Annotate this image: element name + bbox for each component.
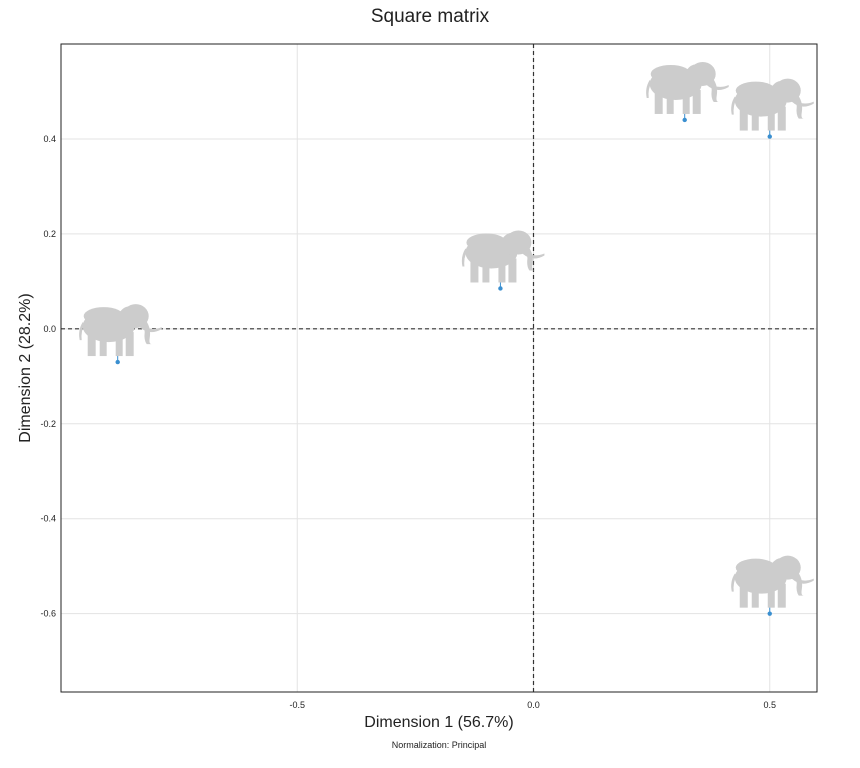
plot-frame [60, 43, 818, 693]
elephant-icon [731, 78, 814, 131]
y-tick-label: 0.0 [43, 324, 56, 334]
data-point [682, 117, 687, 123]
x-axis-label: Dimension 1 (56.7%) [364, 714, 514, 731]
data-point [498, 286, 503, 291]
elephant-icon [461, 230, 545, 283]
y-tick-label: -0.2 [40, 419, 56, 429]
y-tick-label: 0.2 [43, 229, 56, 239]
x-tick-label: 0.5 [763, 700, 776, 710]
data-point [767, 134, 772, 139]
y-tick-label: -0.6 [40, 609, 56, 619]
elephant-icon [79, 304, 162, 357]
chart-title: Square matrix [370, 6, 490, 27]
data-point [115, 359, 120, 365]
data-point [767, 611, 772, 616]
elephant-icon [731, 555, 814, 608]
y-tick-label: -0.4 [40, 514, 56, 524]
x-tick-label: -0.5 [289, 700, 305, 710]
y-tick-label: 0.4 [43, 134, 56, 144]
x-tick-label: 0.0 [527, 700, 540, 710]
normalization-note: Normalization: Principal [391, 740, 487, 750]
elephant-icon [646, 61, 729, 114]
